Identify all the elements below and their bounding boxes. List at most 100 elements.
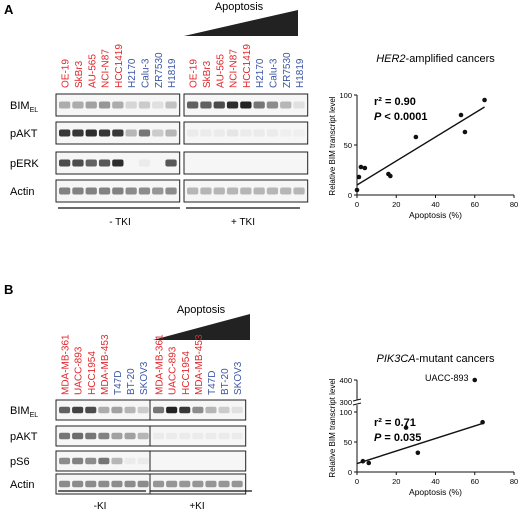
blot-row-label: pS6 (10, 456, 30, 468)
p-value: P < 0.0001 (374, 111, 428, 123)
lane-label: SKOV3 (139, 361, 150, 395)
blot-row-label: pERK (10, 158, 39, 170)
blot-band (72, 457, 84, 465)
lane-label: MDA-MB-453 (100, 334, 111, 395)
lane-label: UACC-893 (168, 346, 179, 395)
data-point (354, 187, 360, 193)
lane-label: T47D (207, 371, 218, 395)
x-tick-label: 40 (431, 477, 439, 486)
blot-band (125, 101, 137, 109)
data-point (356, 174, 362, 180)
blot-band (165, 129, 177, 137)
chart-title-italic: HER2 (376, 53, 405, 65)
y-tick-label: 50 (344, 438, 352, 447)
y-tick-label: 50 (344, 141, 352, 150)
blot-band (59, 159, 71, 167)
blot-band (165, 101, 177, 109)
axis-break-mark (352, 398, 362, 402)
y-tick-label: 0 (348, 468, 352, 477)
blot-band (166, 480, 178, 488)
lane-label: MDA-MB-453 (194, 334, 205, 395)
blot-band (59, 406, 71, 414)
x-axis-label: Apoptosis (%) (409, 210, 462, 220)
blot-band (124, 480, 136, 488)
y-axis-label: Relative BIM transcript level (328, 378, 337, 477)
blot-band (266, 129, 279, 137)
blot-band (98, 480, 110, 488)
y-tick-label-upper: 300 (339, 398, 352, 407)
blot-band (226, 187, 239, 195)
scatter-chart-her2: HER2-amplified cancers 0 20 40 60 80 0 50 100 r² … (328, 53, 518, 220)
lane-label: AU-565 (215, 54, 226, 88)
blot-band (205, 432, 217, 440)
p-rest: < 0.0001 (381, 111, 427, 123)
blot-band (124, 457, 136, 465)
blot-band (112, 159, 124, 167)
blot-band (98, 187, 111, 195)
blot-band (179, 406, 191, 414)
data-point (360, 458, 366, 464)
x-tick-label: 60 (471, 477, 479, 486)
blot-band (253, 129, 265, 137)
lane-label: BT-20 (126, 368, 137, 395)
chart-title-italic: PIK3CA (376, 353, 415, 365)
data-point (358, 164, 364, 170)
blot-band (218, 432, 230, 440)
blot-band (240, 187, 252, 195)
blot-band (137, 406, 149, 414)
blot-band (200, 129, 212, 137)
chart-title: PIK3CA-mutant cancers (376, 353, 495, 365)
data-point (403, 425, 409, 430)
blot-band (59, 101, 71, 109)
y-tick-label: 100 (339, 408, 352, 417)
blot-band (200, 187, 212, 195)
lane-label: NCI-N87 (229, 49, 240, 88)
y-tick-label-upper: 400 (339, 376, 352, 385)
blot-band (187, 129, 199, 137)
data-point (366, 460, 372, 466)
blot-band (137, 457, 149, 465)
blot-band (137, 480, 149, 488)
blot-strip (149, 450, 247, 472)
blot-band (138, 129, 151, 137)
blot-row-label: BIMEL (10, 405, 38, 419)
data-point (480, 419, 485, 425)
blot-band (125, 129, 137, 137)
p-rest: = 0.035 (381, 432, 421, 444)
blot-band (112, 101, 124, 109)
chart-title-rest: -amplified cancers (406, 53, 496, 65)
blot-band (165, 187, 177, 195)
blot-row-label: BIMEL (10, 100, 38, 114)
x-axis-label: Apoptosis (%) (409, 487, 462, 497)
axis-break (354, 400, 360, 405)
panel-b-blots (55, 399, 247, 495)
blot-band (192, 406, 204, 414)
fit-line (356, 422, 483, 465)
lane-label: T47D (113, 371, 124, 395)
blot-band (213, 129, 225, 137)
blot-band (266, 101, 279, 109)
lane-label: Calu-3 (140, 58, 151, 88)
blot-band (213, 187, 225, 195)
r-squared: r² = 0.71 (374, 417, 416, 429)
blot-band (138, 159, 151, 167)
panel-b-letter: B (4, 282, 13, 297)
r-squared: r² = 0.90 (374, 96, 416, 108)
lane-label: HCC1419 (114, 44, 125, 88)
blot-band (72, 187, 84, 195)
x-tick-label: 60 (471, 200, 479, 209)
panel-a-blots (55, 93, 309, 203)
lane-label: SKOV3 (233, 361, 244, 395)
blot-strip (149, 473, 247, 495)
blot-row-label: pAKT (10, 431, 38, 443)
blot-band (111, 457, 123, 465)
blot-strip (183, 179, 309, 203)
x-tick-label: 40 (431, 200, 439, 209)
lane-label: OE-19 (189, 59, 200, 88)
data-point (462, 129, 468, 135)
blot-band (205, 480, 217, 488)
blot-row-label: Actin (10, 186, 34, 198)
blot-band (85, 129, 97, 137)
blot-band (59, 432, 71, 440)
blot-band (85, 457, 97, 465)
